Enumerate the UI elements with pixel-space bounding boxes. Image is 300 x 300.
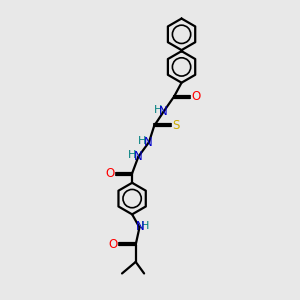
Text: N: N [136, 220, 144, 233]
Text: S: S [172, 119, 180, 132]
Text: H: H [154, 105, 162, 115]
Text: O: O [191, 90, 200, 103]
Text: H: H [138, 136, 146, 146]
Text: N: N [143, 136, 152, 149]
Text: O: O [109, 238, 118, 251]
Text: N: N [134, 150, 142, 164]
Text: O: O [105, 167, 115, 180]
Text: H: H [141, 221, 150, 231]
Text: N: N [159, 105, 168, 119]
Text: H: H [128, 150, 137, 160]
